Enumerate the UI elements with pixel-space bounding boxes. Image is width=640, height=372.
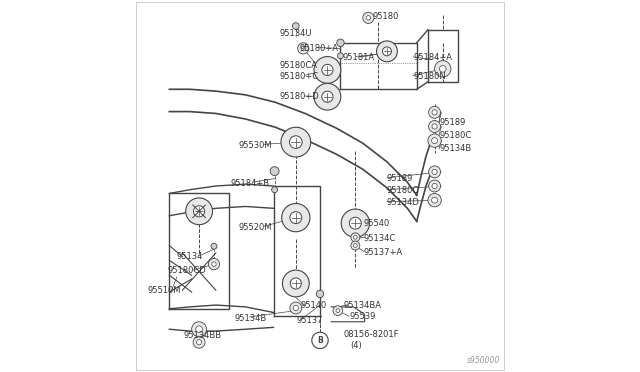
Text: 95134B: 95134B [439, 144, 471, 153]
Circle shape [322, 64, 333, 76]
Circle shape [282, 270, 309, 297]
Text: 95134D: 95134D [387, 198, 420, 207]
Circle shape [337, 53, 344, 59]
Circle shape [363, 12, 374, 23]
Text: 95189: 95189 [439, 118, 465, 127]
Circle shape [432, 124, 437, 129]
Circle shape [312, 332, 328, 349]
Text: 95189: 95189 [387, 174, 413, 183]
Circle shape [429, 121, 440, 132]
Text: 95180N: 95180N [413, 72, 445, 81]
Circle shape [301, 46, 305, 51]
Circle shape [353, 244, 357, 247]
Text: 95181A: 95181A [342, 53, 374, 62]
Circle shape [290, 212, 302, 224]
Circle shape [196, 340, 202, 345]
Text: 95134C: 95134C [364, 234, 396, 243]
Text: 95140: 95140 [301, 301, 327, 310]
Circle shape [314, 83, 341, 110]
Circle shape [351, 241, 360, 250]
Circle shape [351, 233, 360, 242]
Circle shape [322, 91, 333, 102]
Circle shape [333, 306, 342, 315]
Circle shape [440, 65, 446, 72]
Circle shape [270, 167, 279, 176]
Circle shape [429, 166, 440, 178]
Circle shape [353, 235, 357, 239]
Text: 95180+A: 95180+A [300, 44, 339, 53]
Circle shape [341, 209, 369, 237]
Text: 95180CA: 95180CA [279, 61, 317, 70]
Circle shape [289, 136, 302, 148]
Text: 95540: 95540 [364, 219, 390, 228]
Circle shape [293, 305, 298, 311]
Circle shape [292, 23, 299, 29]
Text: 95137+A: 95137+A [364, 248, 403, 257]
Circle shape [291, 278, 301, 289]
Text: 95510M: 95510M [147, 286, 181, 295]
Text: 95180+D: 95180+D [279, 92, 319, 101]
Circle shape [383, 47, 392, 56]
Text: 95180CD: 95180CD [168, 266, 206, 275]
Circle shape [191, 322, 207, 337]
Text: (4): (4) [349, 341, 362, 350]
Circle shape [298, 43, 309, 54]
Circle shape [271, 187, 278, 193]
Circle shape [435, 61, 451, 77]
Circle shape [212, 262, 216, 266]
Text: 95134BB: 95134BB [183, 331, 221, 340]
Text: 95180C: 95180C [387, 186, 419, 195]
Circle shape [193, 206, 205, 217]
Text: 95539: 95539 [349, 312, 376, 321]
Circle shape [349, 217, 362, 229]
Text: s950000: s950000 [467, 356, 500, 365]
Circle shape [336, 309, 340, 312]
Text: 95180: 95180 [372, 12, 399, 21]
Text: 95184+B: 95184+B [231, 179, 270, 187]
Text: 95134: 95134 [177, 252, 203, 261]
Circle shape [337, 39, 344, 46]
Text: 95184+A: 95184+A [413, 53, 452, 62]
Circle shape [316, 290, 324, 298]
Text: 95134U: 95134U [279, 29, 312, 38]
Text: 95180+C: 95180+C [279, 72, 318, 81]
Circle shape [431, 138, 438, 144]
Circle shape [429, 180, 440, 192]
Circle shape [282, 203, 310, 232]
Circle shape [432, 183, 437, 189]
Text: 95134BA: 95134BA [343, 301, 381, 310]
Circle shape [366, 16, 371, 20]
Text: 95520M: 95520M [238, 223, 271, 232]
Circle shape [211, 243, 217, 249]
Circle shape [193, 336, 205, 348]
Circle shape [432, 169, 437, 174]
Circle shape [376, 41, 397, 62]
Circle shape [429, 106, 440, 118]
Circle shape [209, 259, 220, 270]
Circle shape [186, 198, 212, 225]
Text: 95530M: 95530M [238, 141, 272, 150]
Text: 95137: 95137 [297, 316, 323, 325]
Circle shape [432, 110, 437, 115]
Text: 95180C: 95180C [439, 131, 471, 140]
Text: B: B [317, 336, 323, 345]
Text: 95134B: 95134B [234, 314, 267, 323]
Circle shape [281, 127, 310, 157]
Circle shape [431, 197, 438, 203]
Circle shape [428, 134, 441, 147]
Text: 08156-8201F: 08156-8201F [343, 330, 399, 339]
Circle shape [196, 326, 202, 333]
Circle shape [428, 193, 441, 207]
Circle shape [290, 302, 302, 314]
Circle shape [314, 57, 341, 83]
